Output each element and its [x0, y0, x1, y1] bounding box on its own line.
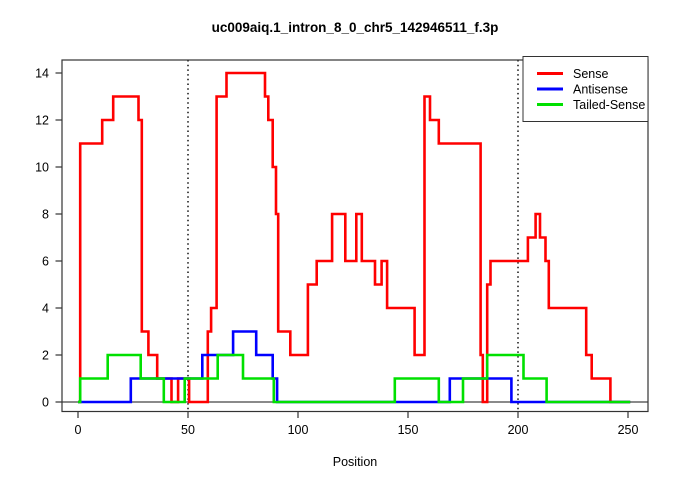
y-tick-label-14: 14 — [35, 67, 49, 81]
plot-box — [61, 59, 649, 413]
legend-label-antisense: Antisense — [573, 83, 628, 97]
chart-title: uc009aiq.1_intron_8_0_chr5_142946511_f.3… — [212, 20, 499, 35]
x-tick-label-100: 100 — [288, 423, 309, 437]
y-tick-label-0: 0 — [42, 396, 49, 410]
y-tick-label-4: 4 — [42, 302, 49, 316]
series-line-sense — [78, 71, 631, 404]
y-tick-label-2: 2 — [42, 349, 49, 363]
x-tick-label-250: 250 — [618, 423, 639, 437]
y-tick-label-8: 8 — [42, 208, 49, 222]
x-tick-label-50: 50 — [181, 423, 195, 437]
y-tick-label-12: 12 — [35, 114, 49, 128]
legend-label-tailed-sense: Tailed-Sense — [573, 98, 645, 112]
x-axis-title: Position — [333, 455, 378, 469]
legend-label-sense: Sense — [573, 67, 608, 81]
y-tick-label-10: 10 — [35, 161, 49, 175]
x-tick-label-200: 200 — [508, 423, 529, 437]
y-tick-label-6: 6 — [42, 255, 49, 269]
axes-layer: 0 50 100 150 200 250 0 2 4 6 8 10 12 14 — [35, 59, 649, 437]
vlines-layer — [187, 60, 519, 412]
series-line-tailed-sense — [78, 353, 631, 404]
x-tick-label-0: 0 — [75, 423, 82, 437]
x-tick-label-150: 150 — [398, 423, 419, 437]
series-layer — [78, 71, 631, 404]
